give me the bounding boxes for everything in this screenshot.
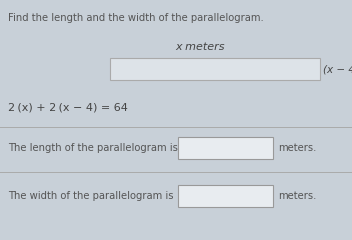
FancyBboxPatch shape (178, 185, 273, 207)
Text: 2 (x) + 2 (x − 4) = 64: 2 (x) + 2 (x − 4) = 64 (8, 103, 128, 113)
Text: meters.: meters. (278, 191, 316, 201)
Text: x meters: x meters (175, 42, 225, 52)
FancyBboxPatch shape (178, 137, 273, 159)
Text: (x − 4) meters: (x − 4) meters (323, 64, 352, 74)
Text: The length of the parallelogram is: The length of the parallelogram is (8, 143, 178, 153)
FancyBboxPatch shape (110, 58, 320, 80)
Text: Find the length and the width of the parallelogram.: Find the length and the width of the par… (8, 13, 264, 23)
Text: The width of the parallelogram is: The width of the parallelogram is (8, 191, 174, 201)
Text: meters.: meters. (278, 143, 316, 153)
